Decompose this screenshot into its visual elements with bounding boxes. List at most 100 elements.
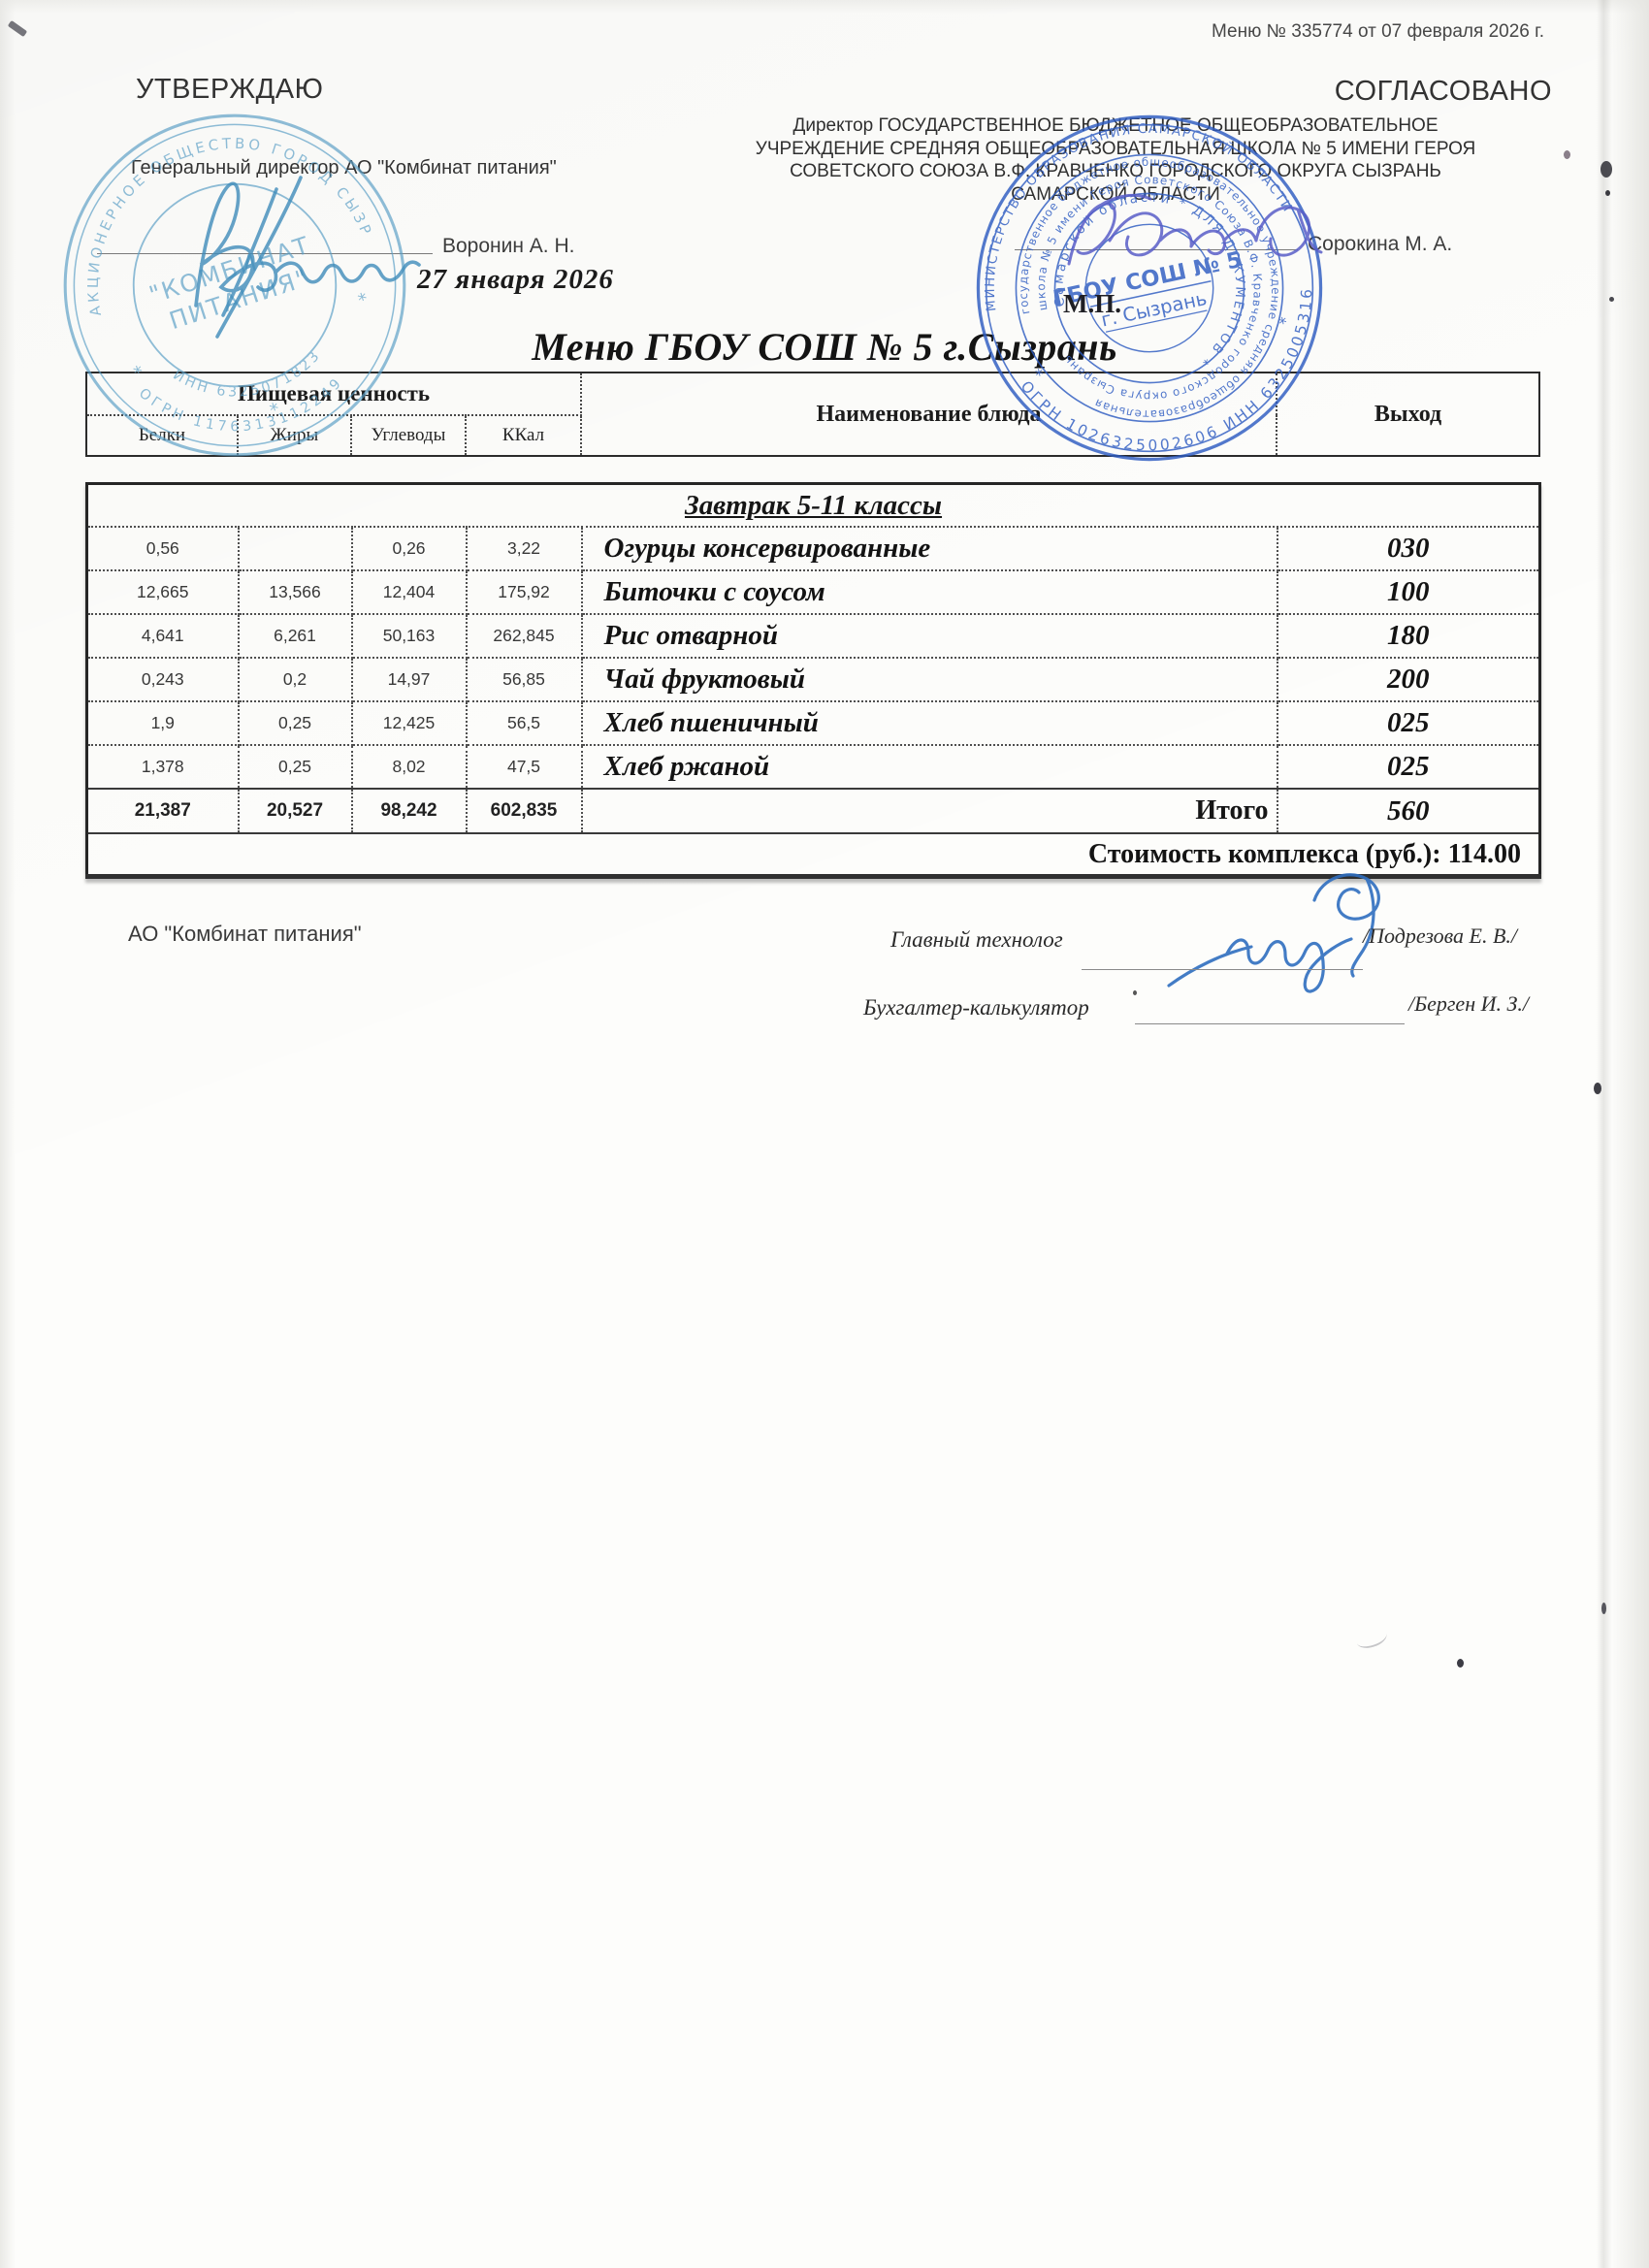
carbs-value: 14,97 <box>350 657 468 702</box>
dish-name: Огурцы консервированные <box>580 526 1278 571</box>
protein-value: 12,665 <box>85 569 240 615</box>
pencil-squiggle <box>1354 1625 1389 1652</box>
kcal-value: 47,5 <box>465 744 583 790</box>
carbs-value: 0,26 <box>350 526 468 571</box>
agree-role-line: САМАРСКОЙ ОБЛАСТИ <box>1011 183 1220 205</box>
dish-name: Биточки с соусом <box>580 569 1278 615</box>
approve-signature <box>194 176 421 339</box>
scan-speck <box>1600 161 1612 178</box>
protein-header-cell: Белки <box>85 414 239 457</box>
technologist-name: /Подрезова Е. В./ <box>1363 923 1517 948</box>
scan-speck <box>1605 190 1610 196</box>
dish-name: Хлеб пшеничный <box>580 700 1278 746</box>
section-row: Завтрак 5-11 классы <box>85 482 1541 528</box>
table-row: 12,665 13,566 12,404 175,92 Биточки с со… <box>85 569 1541 615</box>
cost-row: Стоимость комплекса (руб.): 114.00 <box>85 832 1541 878</box>
agree-role-block: Директор ГОСУДАРСТВЕННОЕ БЮДЖЕТНОЕ ОБЩЕО… <box>679 114 1552 206</box>
school-stamp: МИНИСТЕРСТВО ОБРАЗОВАНИЯ САМАРСКОЙ ОБЛАС… <box>960 99 1339 477</box>
scan-speck <box>1594 1083 1601 1094</box>
total-label: Итого <box>580 788 1278 834</box>
menu-header-table: Пищевая ценность Наименование блюда Выхо… <box>84 372 1541 457</box>
approve-date: 27 января 2026 <box>417 264 614 295</box>
section-title: Завтрак 5-11 классы <box>85 482 1541 528</box>
dish-header-cell: Наименование блюда <box>580 372 1278 457</box>
out-value: 100 <box>1276 569 1541 615</box>
carbs-value: 12,425 <box>350 700 468 746</box>
out-value: 025 <box>1276 700 1541 746</box>
scan-speck <box>1609 297 1614 302</box>
total-fat: 20,527 <box>237 788 353 834</box>
fat-value: 0,2 <box>237 657 353 702</box>
protein-value: 4,641 <box>85 613 240 659</box>
left-stamp-star: * <box>131 362 146 384</box>
approve-title: УТВЕРЖДАЮ <box>136 74 324 105</box>
kcal-value: 56,5 <box>465 700 583 746</box>
dish-name: Рис отварной <box>580 613 1278 659</box>
agree-signature-line <box>1015 249 1298 250</box>
kcal-value: 175,92 <box>465 569 583 615</box>
total-protein: 21,387 <box>85 788 240 834</box>
fat-value: 0,25 <box>237 700 353 746</box>
protein-value: 1,9 <box>85 700 240 746</box>
right-stamp-star: * <box>1277 313 1289 333</box>
fat-value <box>237 526 353 571</box>
out-value: 200 <box>1276 657 1541 702</box>
scan-speck <box>1133 990 1137 995</box>
kcal-value: 56,85 <box>465 657 583 702</box>
out-value: 180 <box>1276 613 1541 659</box>
table-row: 0,56 0,26 3,22 Огурцы консервированные 0… <box>85 526 1541 571</box>
technologist-signature-line <box>1082 969 1363 970</box>
table-row: 4,641 6,261 50,163 262,845 Рис отварной … <box>85 613 1541 659</box>
document-title: Меню ГБОУ СОШ № 5 г.Сызрань <box>532 325 1117 369</box>
fat-value: 6,261 <box>237 613 353 659</box>
agree-title: СОГЛАСОВАНО <box>1334 76 1552 107</box>
protein-value: 0,56 <box>85 526 240 571</box>
seal-place-mark: М.П. <box>1063 289 1121 318</box>
agree-signer-name: Сорокина М. А. <box>1308 233 1453 255</box>
scan-right-crease <box>1597 0 1612 2268</box>
kcal-value: 3,22 <box>465 526 583 571</box>
total-carbs: 98,242 <box>350 788 468 834</box>
table-row: 1,378 0,25 8,02 47,5 Хлеб ржаной 025 <box>85 744 1541 790</box>
fat-value: 13,566 <box>237 569 353 615</box>
kcal-header-cell: ККал <box>464 414 583 457</box>
dish-name: Хлеб ржаной <box>580 744 1278 790</box>
protein-value: 0,243 <box>85 657 240 702</box>
menu-data-table: Завтрак 5-11 классы 0,56 0,26 3,22 Огурц… <box>85 482 1542 879</box>
scan-speck <box>1564 150 1570 159</box>
kcal-value: 262,845 <box>465 613 583 659</box>
agree-role-line: Директор ГОСУДАРСТВЕННОЕ БЮДЖЕТНОЕ ОБЩЕО… <box>792 115 1439 136</box>
total-out: 560 <box>1276 788 1541 834</box>
combinat-pitaniya-stamp: АКЦИОНЕРНОЕ ОБЩЕСТВО ГОРОД СЫЗРАНЬ ОГРН … <box>56 107 406 464</box>
menu-number-line: Меню № 335774 от 07 февраля 2026 г. <box>1211 21 1544 42</box>
out-value: 025 <box>1276 744 1541 790</box>
table-row: 1,9 0,25 12,425 56,5 Хлеб пшеничный 025 <box>85 700 1541 746</box>
protein-value: 1,378 <box>85 744 240 790</box>
table-row: 0,243 0,2 14,97 56,85 Чай фруктовый 200 <box>85 657 1541 702</box>
scan-corner-mark <box>7 19 28 38</box>
out-header-cell: Выход <box>1276 372 1541 457</box>
cost-line: Стоимость комплекса (руб.): 114.00 <box>85 832 1541 878</box>
agree-role-line: УЧРЕЖДЕНИЕ СРЕДНЯЯ ОБЩЕОБРАЗОВАТЕЛЬНАЯ Ш… <box>755 138 1476 159</box>
agree-signature <box>1067 193 1323 266</box>
accountant-name: /Берген И. З./ <box>1408 991 1530 1016</box>
approve-signature-line <box>97 253 433 254</box>
total-row: 21,387 20,527 98,242 602,835 Итого 560 <box>85 788 1541 834</box>
scan-speck <box>1601 1603 1606 1614</box>
nutrition-header-cell: Пищевая ценность <box>84 372 583 416</box>
carbs-header-cell: Углеводы <box>350 414 467 457</box>
scan-speck <box>1457 1659 1464 1668</box>
accountant-signature-line <box>1135 1023 1405 1024</box>
right-stamp-star: * <box>1034 366 1046 385</box>
approve-signer-name: Воронин А. Н. <box>442 235 575 257</box>
fat-value: 0,25 <box>237 744 353 790</box>
footer-org-name: АО "Комбинат питания" <box>128 922 362 946</box>
carbs-value: 12,404 <box>350 569 468 615</box>
dish-name: Чай фруктовый <box>580 657 1278 702</box>
accountant-label: Бухгалтер-калькулятор <box>863 995 1089 1020</box>
technologist-label: Главный технолог <box>890 927 1063 952</box>
total-kcal: 602,835 <box>465 788 583 834</box>
carbs-value: 50,163 <box>350 613 468 659</box>
out-value: 030 <box>1276 526 1541 571</box>
